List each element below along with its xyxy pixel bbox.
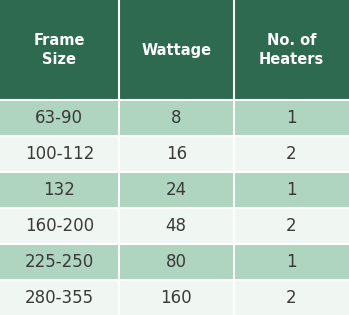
Bar bbox=[119, 172, 234, 208]
Text: 16: 16 bbox=[166, 145, 187, 163]
Bar bbox=[0, 136, 119, 172]
Bar bbox=[119, 208, 234, 244]
Bar bbox=[119, 280, 234, 315]
Bar bbox=[0, 172, 119, 208]
Text: Wattage: Wattage bbox=[141, 43, 211, 58]
Text: 160-200: 160-200 bbox=[25, 217, 94, 235]
Text: 280-355: 280-355 bbox=[25, 289, 94, 307]
Bar bbox=[119, 136, 234, 172]
Bar bbox=[234, 244, 349, 280]
Text: 100-112: 100-112 bbox=[25, 145, 94, 163]
Bar bbox=[234, 0, 349, 100]
Text: 80: 80 bbox=[166, 253, 187, 271]
Text: 2: 2 bbox=[286, 289, 297, 307]
Bar bbox=[234, 208, 349, 244]
Bar bbox=[0, 208, 119, 244]
Bar bbox=[234, 172, 349, 208]
Bar bbox=[234, 136, 349, 172]
Text: 24: 24 bbox=[166, 181, 187, 199]
Text: 8: 8 bbox=[171, 109, 181, 127]
Bar bbox=[119, 0, 234, 100]
Bar bbox=[0, 280, 119, 315]
Text: 160: 160 bbox=[161, 289, 192, 307]
Bar bbox=[234, 280, 349, 315]
Text: 48: 48 bbox=[166, 217, 187, 235]
Text: 1: 1 bbox=[286, 181, 297, 199]
Text: 132: 132 bbox=[43, 181, 75, 199]
Bar bbox=[0, 0, 119, 100]
Bar bbox=[119, 100, 234, 136]
Text: Frame
Size: Frame Size bbox=[34, 32, 85, 67]
Text: 225-250: 225-250 bbox=[25, 253, 94, 271]
Bar bbox=[234, 100, 349, 136]
Text: 2: 2 bbox=[286, 145, 297, 163]
Bar bbox=[119, 244, 234, 280]
Text: 1: 1 bbox=[286, 253, 297, 271]
Text: 1: 1 bbox=[286, 109, 297, 127]
Text: 2: 2 bbox=[286, 217, 297, 235]
Bar bbox=[0, 244, 119, 280]
Text: 63-90: 63-90 bbox=[35, 109, 83, 127]
Text: No. of
Heaters: No. of Heaters bbox=[259, 32, 324, 67]
Bar bbox=[0, 100, 119, 136]
